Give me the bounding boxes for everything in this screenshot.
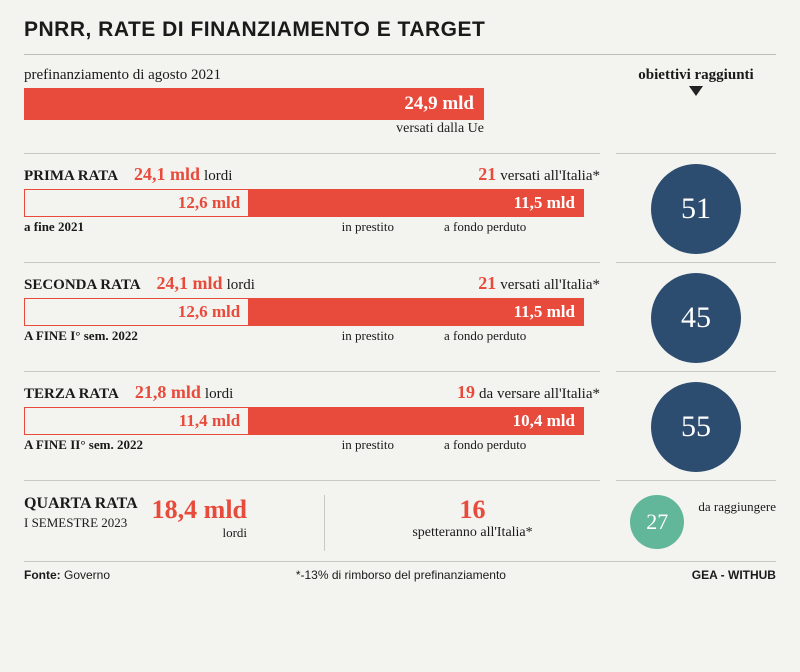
- quarta-gross-block: 18,4 mld lordi: [152, 495, 247, 541]
- rate-block-2: SECONDA RATA 24,1 mld lordi 21 versati a…: [24, 262, 600, 371]
- loan-label: in prestito: [342, 437, 394, 453]
- grant-segment: 11,5 mld: [248, 190, 583, 216]
- rate-header: PRIMA RATA 24,1 mld lordi 21 versati all…: [24, 164, 600, 185]
- loan-segment: 12,6 mld: [25, 299, 248, 325]
- rate-gross: 21,8 mld: [135, 382, 201, 403]
- quarta-block: QUARTA RATA I SEMESTRE 2023 18,4 mld lor…: [24, 480, 600, 551]
- rate-paid: 21: [478, 273, 496, 294]
- rate-name: TERZA RATA: [24, 386, 119, 403]
- grant-segment: 10,4 mld: [248, 408, 583, 434]
- rate-timing: A FINE I° sem. 2022: [24, 328, 138, 344]
- objectives-header-block: obiettivi raggiunti: [616, 67, 776, 153]
- quarta-paid-label: spetteranno all'Italia*: [345, 525, 600, 541]
- grant-value: 11,5 mld: [514, 302, 575, 322]
- rate-paid: 19: [457, 382, 475, 403]
- split-bar: 12,6 mld 11,5 mld: [24, 298, 584, 326]
- rate-block-1: PRIMA RATA 24,1 mld lordi 21 versati all…: [24, 153, 600, 262]
- rate-header: TERZA RATA 21,8 mld lordi 19 da versare …: [24, 382, 600, 403]
- split-bar: 11,4 mld 10,4 mld: [24, 407, 584, 435]
- objective-circle: 55: [651, 382, 741, 472]
- circle-value: 51: [681, 192, 711, 226]
- loan-value: 12,6 mld: [178, 302, 240, 322]
- objective-circle-small: 27: [630, 495, 684, 549]
- loan-segment: 12,6 mld: [25, 190, 248, 216]
- source-label: Fonte:: [24, 568, 61, 582]
- circle-value: 55: [681, 410, 711, 444]
- rate-timing: a fine 2021: [24, 219, 84, 235]
- grant-value: 10,4 mld: [513, 411, 575, 431]
- rate-name: PRIMA RATA: [24, 168, 118, 185]
- rate-circle-block-1: 51: [616, 153, 776, 262]
- loan-value: 11,4 mld: [179, 411, 240, 431]
- quarta-mid: 16 spetteranno all'Italia*: [345, 495, 600, 541]
- prefin-label: prefinanziamento di agosto 2021: [24, 67, 600, 84]
- grant-label: a fondo perduto: [444, 219, 584, 235]
- rate-name: SECONDA RATA: [24, 277, 141, 294]
- prefin-value: 24,9 mld: [404, 93, 474, 115]
- grant-label: a fondo perduto: [444, 437, 584, 453]
- grant-value: 11,5 mld: [514, 193, 575, 213]
- rate-gross-label: lordi: [204, 168, 232, 185]
- source-block: Fonte: Governo: [24, 568, 110, 582]
- rate-paid: 21: [478, 164, 496, 185]
- loan-label: in prestito: [342, 219, 394, 235]
- objectives-header: obiettivi raggiunti: [616, 67, 776, 84]
- quarta-gross: 18,4 mld: [152, 495, 247, 525]
- rate-footer: A FINE II° sem. 2022 in prestito a fondo…: [24, 437, 584, 453]
- quarta-circle-label: da raggiungere: [698, 499, 776, 515]
- quarta-timing: I SEMESTRE 2023: [24, 515, 138, 531]
- loan-value: 12,6 mld: [178, 193, 240, 213]
- rate-block-3: TERZA RATA 21,8 mld lordi 19 da versare …: [24, 371, 600, 480]
- quarta-name-block: QUARTA RATA I SEMESTRE 2023: [24, 495, 138, 531]
- quarta-name: QUARTA RATA: [24, 495, 138, 513]
- loan-label: in prestito: [342, 328, 394, 344]
- rate-circle-block-3: 55: [616, 371, 776, 480]
- rate-gross-label: lordi: [227, 277, 255, 294]
- prefin-sub: versati dalla Ue: [24, 121, 484, 137]
- source-value: Governo: [64, 568, 110, 582]
- down-triangle-icon: [689, 86, 703, 96]
- credit: GEA - WITHUB: [692, 568, 776, 582]
- footer: Fonte: Governo *-13% di rimborso del pre…: [24, 561, 776, 582]
- rate-gross-label: lordi: [205, 386, 233, 403]
- prefin-bar: 24,9 mld: [24, 88, 484, 120]
- rate-footer: a fine 2021 in prestito a fondo perduto: [24, 219, 584, 235]
- vertical-divider: [324, 495, 325, 551]
- circle-value: 27: [646, 509, 668, 535]
- objective-circle: 51: [651, 164, 741, 254]
- quarta-gross-label: lordi: [152, 525, 247, 541]
- rate-gross: 24,1 mld: [157, 273, 223, 294]
- quarta-paid: 16: [345, 495, 600, 525]
- rate-paid-label: da versare all'Italia*: [479, 386, 600, 403]
- loan-segment: 11,4 mld: [25, 408, 248, 434]
- grant-label: a fondo perduto: [444, 328, 584, 344]
- content-grid: prefinanziamento di agosto 2021 24,9 mld…: [24, 67, 776, 551]
- rate-circle-block-2: 45: [616, 262, 776, 371]
- footnote: *-13% di rimborso del prefinanziamento: [296, 568, 506, 582]
- circle-value: 45: [681, 301, 711, 335]
- rate-header: SECONDA RATA 24,1 mld lordi 21 versati a…: [24, 273, 600, 294]
- rate-footer: A FINE I° sem. 2022 in prestito a fondo …: [24, 328, 584, 344]
- rate-timing: A FINE II° sem. 2022: [24, 437, 143, 453]
- rate-gross: 24,1 mld: [134, 164, 200, 185]
- quarta-left: QUARTA RATA I SEMESTRE 2023 18,4 mld lor…: [24, 495, 304, 541]
- rate-paid-label: versati all'Italia*: [500, 277, 600, 294]
- objective-circle: 45: [651, 273, 741, 363]
- main-title: PNRR, RATE DI FINANZIAMENTO E TARGET: [24, 18, 776, 55]
- grant-segment: 11,5 mld: [248, 299, 583, 325]
- quarta-circle-block: 27 da raggiungere: [616, 480, 776, 551]
- rate-paid-label: versati all'Italia*: [500, 168, 600, 185]
- split-bar: 12,6 mld 11,5 mld: [24, 189, 584, 217]
- prefinancing-block: prefinanziamento di agosto 2021 24,9 mld…: [24, 67, 600, 137]
